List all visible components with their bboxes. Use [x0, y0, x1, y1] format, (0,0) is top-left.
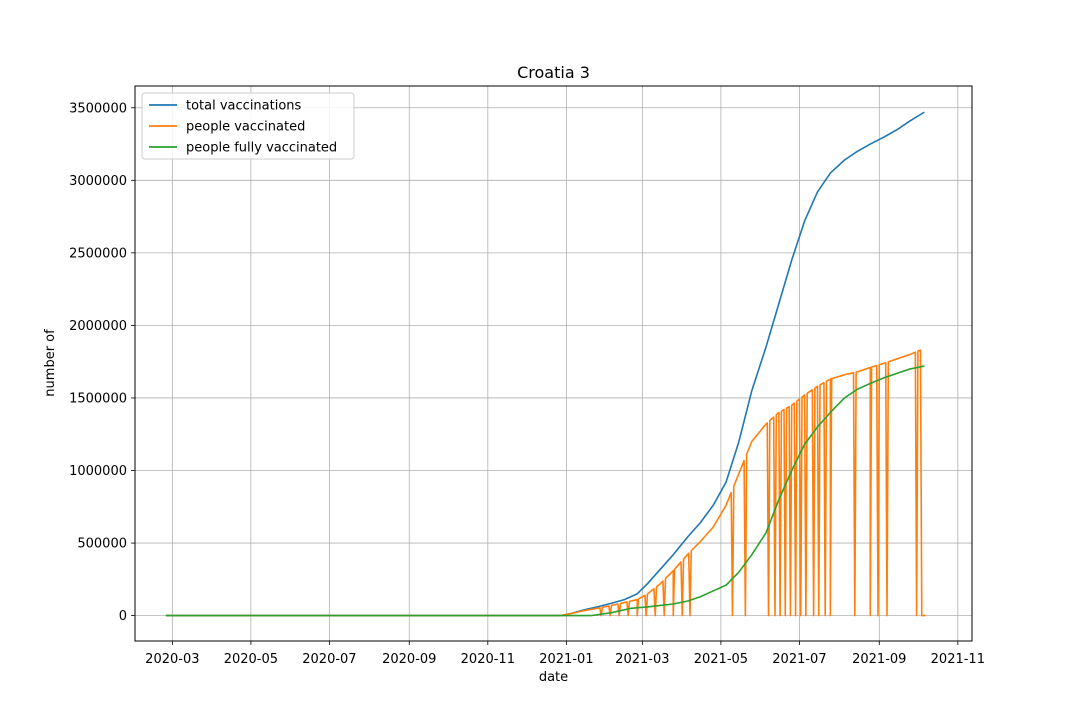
y-tick-label: 2500000: [69, 246, 127, 261]
plot-frame: [134, 85, 973, 642]
x-tick-label: 2021-11: [931, 652, 985, 667]
legend-label: people fully vaccinated: [186, 141, 337, 156]
series-lines: [165, 111, 926, 617]
y-tick-label: 0: [119, 609, 127, 624]
y-tick-label: 500000: [77, 537, 127, 552]
x-axis-label: date: [539, 670, 568, 685]
y-tick-label: 1000000: [69, 464, 127, 479]
legend: total vaccinations people vaccinated peopl…: [141, 92, 355, 160]
y-tick-label: 2000000: [69, 319, 127, 334]
grid-lines: [135, 86, 972, 641]
legend-label: total vaccinations: [186, 99, 302, 114]
series-line: [165, 111, 925, 617]
x-tick-label: 2020-05: [224, 652, 278, 667]
series-line: [165, 349, 926, 617]
x-tick-label: 2021-03: [615, 652, 669, 667]
x-tick-label: 2020-09: [382, 652, 436, 667]
x-tick-label: 2021-05: [694, 652, 748, 667]
y-tick-label: 1500000: [69, 391, 127, 406]
legend-box: [141, 92, 355, 160]
y-tick-label: 3500000: [69, 101, 127, 116]
x-tick-label: 2020-03: [145, 652, 199, 667]
y-axis-label: number of: [43, 329, 58, 397]
x-axis-ticks: 2020-03 2020-05 2020-07 2020-09 2020-11 2021-…: [145, 641, 985, 667]
x-tick-label: 2020-11: [461, 652, 515, 667]
x-tick-label: 2020-07: [302, 652, 356, 667]
series-line: [165, 365, 925, 617]
x-tick-label: 2021-07: [772, 652, 826, 667]
legend-label: people vaccinated: [186, 120, 305, 135]
x-tick-label: 2021-09: [852, 652, 906, 667]
y-axis-ticks: 0 500000 1000000 1500000 2000000 2500000 30000…: [69, 101, 135, 624]
x-tick-label: 2021-01: [539, 652, 593, 667]
y-tick-label: 3000000: [69, 174, 127, 189]
chart-title: Croatia 3: [517, 63, 590, 82]
